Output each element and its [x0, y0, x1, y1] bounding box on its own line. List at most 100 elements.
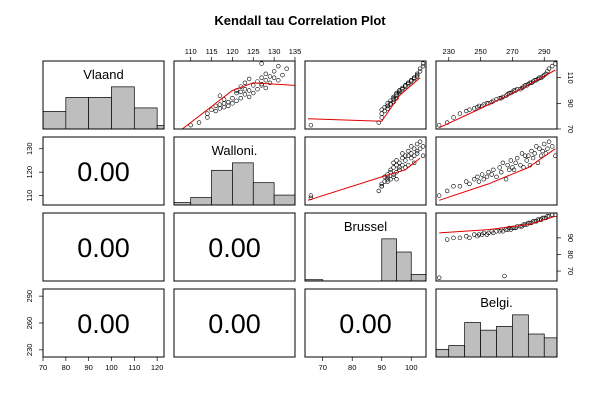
panel-walloni-brussel — [304, 136, 427, 206]
data-point — [394, 93, 399, 98]
panel-frame — [435, 212, 558, 282]
panel-belgi-brussel: 0.00 — [304, 288, 427, 358]
data-point — [420, 153, 426, 158]
data-point — [391, 172, 396, 177]
tick-label: 120 — [25, 166, 34, 179]
data-point — [238, 89, 243, 94]
data-point — [475, 174, 480, 180]
data-point — [444, 237, 450, 242]
data-point — [271, 69, 277, 74]
data-point — [511, 167, 517, 173]
data-point — [411, 146, 417, 151]
data-point — [406, 81, 411, 87]
histogram-bar — [543, 337, 558, 358]
data-point — [417, 69, 423, 74]
tick-label: 90 — [378, 363, 386, 372]
data-point — [259, 75, 264, 80]
data-point — [217, 102, 223, 107]
data-point — [464, 179, 469, 184]
histogram-bar — [527, 333, 545, 358]
data-point — [507, 167, 512, 173]
data-point — [400, 87, 405, 92]
data-point — [411, 160, 417, 165]
data-point — [414, 71, 420, 77]
panel-frame — [42, 136, 165, 206]
data-point — [505, 162, 510, 168]
tick-label: 230 — [442, 47, 455, 56]
data-point — [382, 104, 387, 110]
histogram-bar — [464, 322, 481, 358]
data-point — [491, 167, 496, 173]
panel-frame — [304, 136, 427, 206]
data-point — [403, 84, 408, 89]
tick-label: 90 — [84, 363, 92, 372]
data-point — [259, 81, 264, 87]
data-point — [409, 144, 414, 149]
data-point — [414, 72, 420, 78]
data-point — [457, 184, 463, 189]
data-point — [397, 160, 402, 165]
data-point — [467, 235, 472, 241]
data-point — [255, 87, 260, 92]
fit-line — [438, 69, 556, 129]
data-point — [500, 160, 506, 165]
data-point — [276, 78, 281, 83]
panel-belgi-belgi: Belgi. — [435, 288, 558, 358]
data-point — [537, 146, 542, 151]
data-point — [414, 148, 420, 154]
tick-label: 135 — [289, 47, 302, 56]
data-point — [238, 96, 243, 101]
tick-label: 90 — [566, 234, 575, 242]
histogram-bar — [111, 86, 135, 130]
data-point — [400, 162, 405, 168]
data-point — [403, 83, 408, 88]
data-point — [497, 165, 502, 170]
data-point — [486, 169, 491, 175]
data-point — [406, 80, 411, 86]
data-point — [188, 122, 193, 128]
panel-frame — [173, 60, 296, 130]
data-point — [391, 165, 396, 170]
data-point — [546, 139, 552, 144]
variable-label-walloni: Walloni. — [212, 143, 258, 158]
tick-label: 110 — [128, 363, 140, 372]
data-point — [234, 90, 239, 96]
data-point — [246, 88, 252, 93]
data-point — [409, 151, 414, 156]
panel-frame — [304, 60, 427, 130]
panel-frame — [173, 212, 296, 282]
panel-walloni-belgi — [435, 136, 558, 206]
data-point — [242, 92, 248, 97]
tick-label: 290 — [25, 290, 34, 303]
data-point — [391, 97, 396, 102]
data-point — [503, 177, 509, 182]
data-point — [400, 85, 405, 91]
correlation-value: 0.00 — [77, 157, 130, 187]
panel-vlaand-belgi — [435, 60, 558, 130]
data-point — [284, 66, 289, 71]
data-point — [246, 94, 252, 100]
data-point — [417, 139, 423, 144]
tick-label: 115 — [206, 47, 218, 56]
data-point — [391, 174, 396, 180]
fit-line — [439, 148, 556, 201]
data-point — [403, 158, 408, 163]
data-point — [414, 141, 420, 147]
data-point — [226, 99, 231, 105]
data-point — [508, 158, 514, 163]
data-point — [226, 103, 231, 109]
data-point — [403, 153, 408, 158]
data-point — [217, 106, 223, 111]
data-point — [196, 120, 202, 125]
data-point — [472, 177, 477, 182]
data-point — [530, 155, 536, 161]
data-point — [436, 275, 442, 280]
panel-frame — [304, 212, 427, 282]
data-point — [267, 80, 273, 86]
panel-grid: Vlaand 0.00 Walloni. 0.00 0.00 Brussel 0.00 0.0… — [25, 47, 575, 372]
data-point — [451, 235, 456, 241]
tick-label: 70 — [566, 267, 575, 275]
data-point — [540, 148, 545, 154]
panel-frame — [42, 60, 165, 130]
